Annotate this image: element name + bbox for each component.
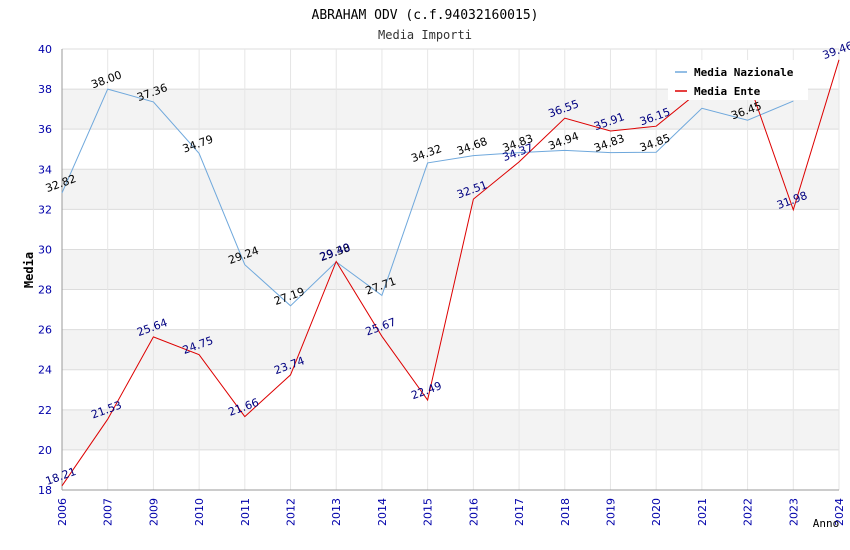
y-tick-label: 26 — [38, 324, 52, 337]
y-axis-label: Media — [22, 252, 36, 288]
x-tick-label: 2014 — [376, 498, 389, 526]
data-label: 34.83 — [592, 132, 626, 155]
plot-band — [62, 329, 839, 370]
x-tick-label: 2019 — [604, 498, 617, 526]
plot-band — [62, 409, 839, 450]
legend-box — [668, 60, 808, 100]
data-label: 39.46 — [821, 39, 850, 62]
x-tick-label: 2009 — [147, 498, 160, 526]
x-tick-label: 2017 — [513, 498, 526, 526]
legend-label: Media Nazionale — [694, 66, 794, 79]
y-tick-label: 18 — [38, 484, 52, 497]
x-tick-label: 2006 — [56, 498, 69, 526]
data-label: 34.94 — [547, 130, 581, 153]
chart-title: ABRAHAM ODV (c.f.94032160015) — [312, 8, 539, 23]
plot-band — [62, 169, 839, 210]
y-tick-label: 32 — [38, 203, 52, 216]
x-tick-label: 2007 — [102, 498, 115, 526]
y-tick-label: 40 — [38, 43, 52, 56]
x-tick-label: 2010 — [193, 498, 206, 526]
x-tick-label: 2021 — [696, 498, 709, 526]
x-tick-label: 2018 — [559, 498, 572, 526]
plot-band — [62, 249, 839, 290]
y-tick-label: 34 — [38, 163, 52, 176]
legend: Media Nazionale Media Ente — [668, 60, 808, 100]
series-line-media-nazionale — [61, 88, 794, 307]
y-axis: 18 20 22 24 26 28 30 32 34 36 38 40 — [38, 43, 63, 497]
y-tick-label: 28 — [38, 284, 52, 297]
legend-label: Media Ente — [694, 85, 761, 98]
x-tick-label: 2020 — [650, 498, 663, 526]
plot-background-bands — [62, 89, 839, 450]
chart-subtitle: Media Importi — [378, 28, 472, 42]
y-tick-label: 36 — [38, 123, 52, 136]
x-tick-label: 2016 — [467, 498, 480, 526]
y-tick-label: 38 — [38, 83, 52, 96]
x-tick-label: 2023 — [787, 498, 800, 526]
y-tick-label: 20 — [38, 444, 52, 457]
y-tick-label: 24 — [38, 364, 52, 377]
x-tick-label: 2024 — [833, 498, 846, 526]
data-label: 34.85 — [638, 131, 672, 154]
x-tick-label: 2012 — [285, 498, 298, 526]
x-axis-label: Anno — [813, 517, 840, 530]
data-label: 38.00 — [89, 68, 123, 91]
x-tick-label: 2022 — [742, 498, 755, 526]
x-axis: 2006 2007 2009 2010 2011 2012 2013 2014 2015 2016… — [56, 489, 846, 526]
x-tick-label: 2015 — [422, 498, 435, 526]
data-label: 18.21 — [44, 465, 78, 488]
y-tick-label: 22 — [38, 404, 52, 417]
x-tick-label: 2011 — [239, 498, 252, 526]
x-tick-label: 2013 — [330, 498, 343, 526]
y-tick-label: 30 — [38, 243, 52, 256]
